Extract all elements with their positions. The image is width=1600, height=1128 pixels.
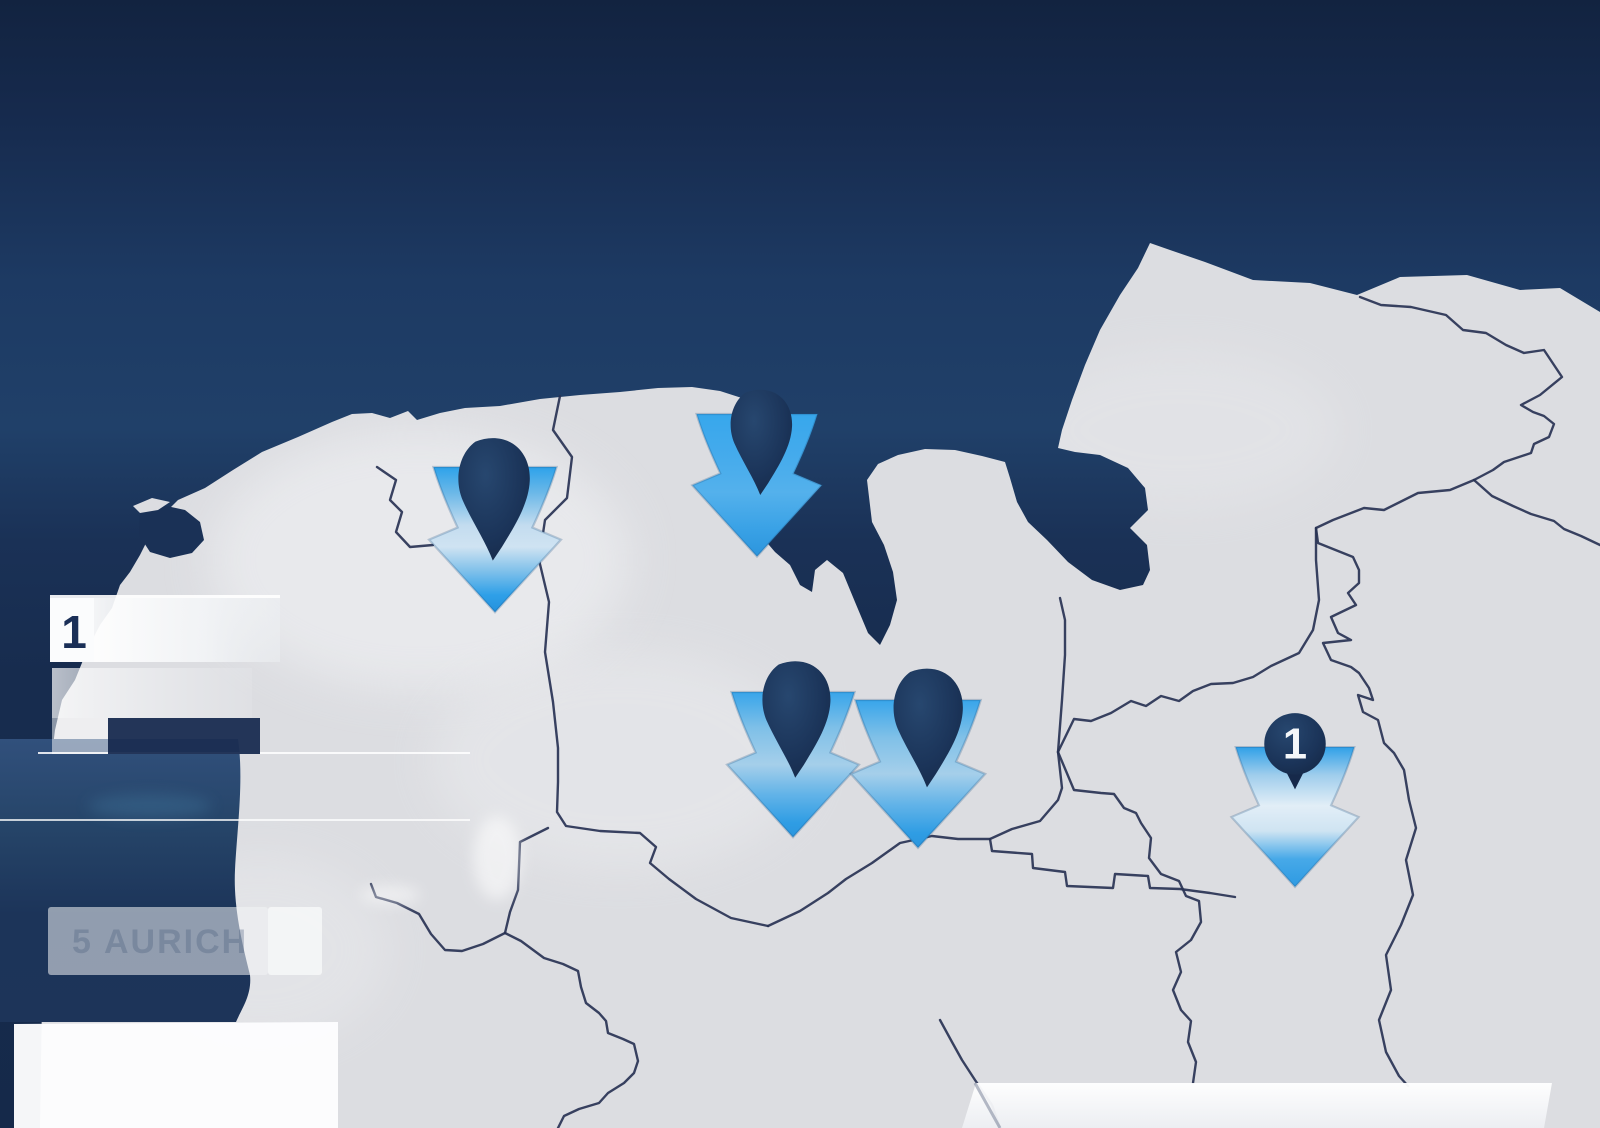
panel-teal-smear xyxy=(88,794,212,818)
district-border xyxy=(1056,526,1321,754)
district-border xyxy=(1056,750,1203,1085)
location-chip[interactable]: 5 AURICH xyxy=(48,907,322,975)
divider-line-bottom xyxy=(0,819,470,821)
pin-badge-icon xyxy=(1264,713,1326,775)
panel-dark-box xyxy=(0,739,251,1022)
district-border xyxy=(1358,295,1564,482)
rank-value: 1 xyxy=(61,606,87,658)
pin-east[interactable]: 1 xyxy=(1230,713,1360,888)
rank-label-bar xyxy=(94,598,280,662)
bottom-left-card xyxy=(14,1022,338,1128)
location-chip-bg xyxy=(48,907,268,975)
district-border xyxy=(503,931,640,1128)
district-border xyxy=(766,596,1067,928)
pin-badge-value: 1 xyxy=(1283,721,1307,769)
district-border xyxy=(503,826,550,935)
district-border xyxy=(988,837,1237,899)
legend-panel: 1 5 AURICH xyxy=(0,595,470,1128)
lower-third-bar-bg xyxy=(962,1083,1552,1128)
info-dark-bar xyxy=(108,718,260,754)
info-bar xyxy=(52,668,252,718)
location-chip-cap xyxy=(268,907,322,975)
district-border xyxy=(537,394,770,928)
district-border xyxy=(1472,478,1600,547)
location-label: AURICH xyxy=(104,923,248,961)
bay xyxy=(139,505,204,558)
glare-artifact xyxy=(360,816,521,904)
rank-box xyxy=(50,598,94,662)
info-bar-light xyxy=(52,718,108,754)
rank-row-topline xyxy=(50,595,280,598)
lower-third-bar xyxy=(962,1082,1552,1128)
bar-diagonal-line xyxy=(973,1082,1002,1128)
location-rank: 5 xyxy=(72,923,92,961)
coast-spit xyxy=(133,498,170,513)
district-borders xyxy=(369,295,1600,1128)
district-border xyxy=(375,465,435,549)
